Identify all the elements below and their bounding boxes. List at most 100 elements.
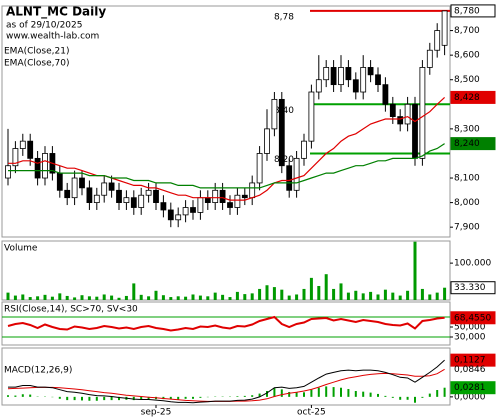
volume-bar (383, 289, 387, 300)
ema-line (8, 96, 446, 201)
y-tick-label: 8,500 (454, 75, 480, 85)
histogram-bar (384, 395, 387, 397)
volume-bar (361, 293, 365, 300)
volume-bar (346, 292, 350, 300)
candle-body (56, 172, 63, 191)
volume-bar (73, 297, 77, 300)
histogram-bar (192, 396, 194, 399)
candle-body (404, 103, 411, 125)
volume-bar (443, 287, 447, 300)
volume-bar (147, 296, 151, 300)
legend-entry: EMA(Close,70) (4, 59, 69, 69)
volume-bar (213, 292, 217, 300)
volume-bar (184, 296, 188, 300)
candle-body (389, 103, 396, 117)
candle-body (397, 116, 404, 125)
candle-body (345, 67, 352, 81)
histogram-bar (325, 386, 328, 397)
histogram-bar (280, 389, 283, 397)
candle-body (278, 98, 285, 167)
candle-body (12, 148, 19, 167)
volume-bar (272, 287, 276, 300)
candle-body (227, 202, 233, 208)
value-box (450, 311, 496, 325)
watermark: www.wealth-lab.com (6, 32, 99, 42)
histogram-bar (414, 396, 416, 403)
candle-body (249, 182, 256, 199)
candle-body (123, 197, 130, 203)
histogram-bar (169, 396, 172, 400)
volume-bar (50, 296, 54, 300)
candle-body (42, 153, 48, 179)
last-value-label: 68,4550 (454, 313, 491, 323)
candle-body (241, 194, 248, 199)
candle-body (352, 79, 359, 93)
candle-body (93, 194, 100, 203)
volume-bar (391, 292, 395, 300)
legend-entry: EMA(Close,21) (4, 47, 69, 57)
y-tick-label: 50,000 (454, 323, 486, 333)
histogram-bar (391, 396, 394, 398)
candle-body (330, 67, 337, 86)
histogram-bar (81, 396, 83, 401)
histogram-bar (428, 393, 431, 397)
histogram-bar (147, 396, 150, 400)
volume-bar (36, 296, 40, 300)
histogram-bar (317, 387, 320, 397)
volume-bar (302, 288, 306, 300)
candle-body (145, 189, 152, 196)
last-value-label: 0,0281 (454, 383, 486, 393)
value-box (450, 281, 496, 295)
volume-bar (21, 294, 25, 300)
volume-bar (339, 283, 343, 300)
histogram-bar (118, 396, 120, 401)
candle-body (367, 67, 374, 76)
histogram-bar (236, 396, 239, 397)
candle-body (323, 67, 330, 81)
volume-bar (376, 294, 380, 300)
candle-body (256, 153, 263, 184)
histogram-bar (58, 396, 61, 399)
candle-body (130, 197, 137, 208)
histogram-bar (362, 391, 365, 397)
candle-body (234, 194, 241, 208)
candle-body (315, 79, 322, 93)
y-tick-label: 30,000 (454, 333, 486, 343)
value-box (450, 381, 496, 395)
volume-bar (117, 297, 121, 300)
histogram-bar (88, 396, 91, 401)
ema-line (8, 143, 445, 189)
volume-bar (102, 294, 106, 300)
candle-body (375, 74, 381, 86)
histogram-bar (162, 396, 165, 400)
candle-body (264, 128, 270, 154)
candle-body (167, 209, 174, 221)
candle-body (182, 207, 189, 216)
value-box (450, 4, 496, 18)
last-value-label: 0,1127 (454, 356, 486, 366)
volume-bar (65, 295, 69, 300)
last-value-label: 8,240 (454, 139, 480, 149)
histogram-bar (421, 396, 424, 398)
volume-bar (250, 293, 254, 300)
candle-body (360, 67, 367, 93)
volume-bar (228, 297, 232, 300)
x-tick-label: sep-25 (141, 408, 172, 418)
candle-body (116, 189, 122, 203)
histogram-bar (354, 390, 357, 397)
histogram-bar (14, 395, 17, 397)
histogram-bar (73, 396, 76, 401)
candle-body (338, 67, 344, 86)
candle-body (426, 49, 433, 68)
candle-body (5, 165, 11, 179)
histogram-bar (332, 387, 335, 397)
histogram-bar (184, 396, 187, 399)
pane-title: Volume (4, 244, 38, 254)
volume-bar (317, 285, 321, 300)
volume-bar (6, 292, 10, 300)
volume-bar (258, 288, 262, 300)
volume-bar (332, 288, 336, 300)
y-tick-label: 100.000 (454, 259, 491, 269)
candle-body (434, 30, 441, 51)
